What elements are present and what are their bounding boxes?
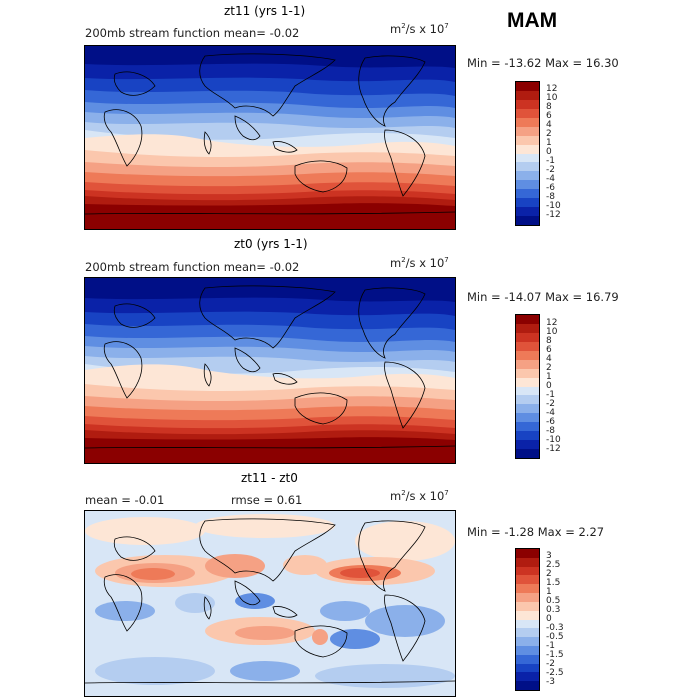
colorbar-tick-label: -8 (546, 192, 555, 202)
colorbar-tick-label: -1 (546, 390, 555, 400)
colorbar-tick-label: 8 (546, 102, 552, 112)
colorbar-tick-label: 4 (546, 120, 552, 130)
panel1-title: zt11 (yrs 1-1) (224, 4, 306, 18)
colorbar-tick-label: 0.5 (546, 596, 561, 606)
panel3-rmse: rmse = 0.61 (231, 493, 303, 507)
colorbar-tick-label: -0.3 (546, 623, 564, 633)
colorbar-tick-label: 0 (546, 614, 552, 624)
panel2-subtitle: 200mb stream function mean= -0.02 (85, 260, 300, 274)
colorbar-tick-label: -3 (546, 677, 555, 687)
panel3-mean: mean = -0.01 (85, 493, 165, 507)
panel1-subtitle: 200mb stream function mean= -0.02 (85, 26, 300, 40)
colorbar-tick-label: -1 (546, 641, 555, 651)
colorbar-tick-label: 4 (546, 354, 552, 364)
colorbar-tick-label: -6 (546, 183, 555, 193)
colorbar-tick-label: 2 (546, 363, 552, 373)
colorbar-tick-label: 0 (546, 147, 552, 157)
panel3-colorbar (515, 548, 540, 691)
panel3-title: zt11 - zt0 (241, 471, 298, 485)
colorbar-tick-label: 2.5 (546, 560, 561, 570)
colorbar-tick-label: 12 (546, 318, 558, 328)
panel3-minmax: Min = -1.28 Max = 2.27 (467, 525, 605, 539)
colorbar-tick-label: 12 (546, 84, 558, 94)
colorbar-tick-label: -10 (546, 201, 561, 211)
colorbar-tick-label: -2.5 (546, 668, 564, 678)
panel1-units: m2/s x 107 (390, 22, 449, 36)
colorbar-tick-label: 6 (546, 345, 552, 355)
colorbar-tick-label: -12 (546, 444, 561, 454)
panel1-minmax: Min = -13.62 Max = 16.30 (467, 56, 619, 70)
colorbar-tick-label: 0.3 (546, 605, 561, 615)
panel2-map (84, 277, 456, 464)
panel2-units: m2/s x 107 (390, 256, 449, 270)
colorbar-tick-label: -12 (546, 210, 561, 220)
colorbar-tick-label: 2 (546, 569, 552, 579)
colorbar-tick-label: -1 (546, 156, 555, 166)
colorbar-tick-label: -2 (546, 399, 555, 409)
panel2-minmax: Min = -14.07 Max = 16.79 (467, 290, 619, 304)
panel3-units: m2/s x 107 (390, 489, 449, 503)
colorbar-tick-label: 10 (546, 93, 558, 103)
panel2-colorbar (515, 314, 540, 459)
colorbar-tick-label: 2 (546, 129, 552, 139)
colorbar-tick-label: -8 (546, 426, 555, 436)
panel1-colorbar (515, 81, 540, 226)
season-label: MAM (507, 9, 558, 32)
colorbar-tick-label: 1 (546, 372, 552, 382)
colorbar-tick-label: 3 (546, 551, 552, 561)
colorbar-tick-label: 1 (546, 587, 552, 597)
colorbar-tick-label: -4 (546, 174, 555, 184)
colorbar-tick-label: -4 (546, 408, 555, 418)
panel3-map (84, 510, 456, 697)
colorbar-tick-label: 1.5 (546, 578, 561, 588)
colorbar-tick-label: 1 (546, 138, 552, 148)
colorbar-tick-label: -10 (546, 435, 561, 445)
colorbar-tick-label: -2 (546, 165, 555, 175)
colorbar-tick-label: 6 (546, 111, 552, 121)
colorbar-tick-label: 10 (546, 327, 558, 337)
colorbar-tick-label: -1.5 (546, 650, 564, 660)
colorbar-tick-label: 8 (546, 336, 552, 346)
panel2-title: zt0 (yrs 1-1) (234, 237, 308, 251)
colorbar-tick-label: -6 (546, 417, 555, 427)
panel1-map (84, 45, 456, 230)
colorbar-tick-label: -2 (546, 659, 555, 669)
colorbar-tick-label: -0.5 (546, 632, 564, 642)
colorbar-tick-label: 0 (546, 381, 552, 391)
